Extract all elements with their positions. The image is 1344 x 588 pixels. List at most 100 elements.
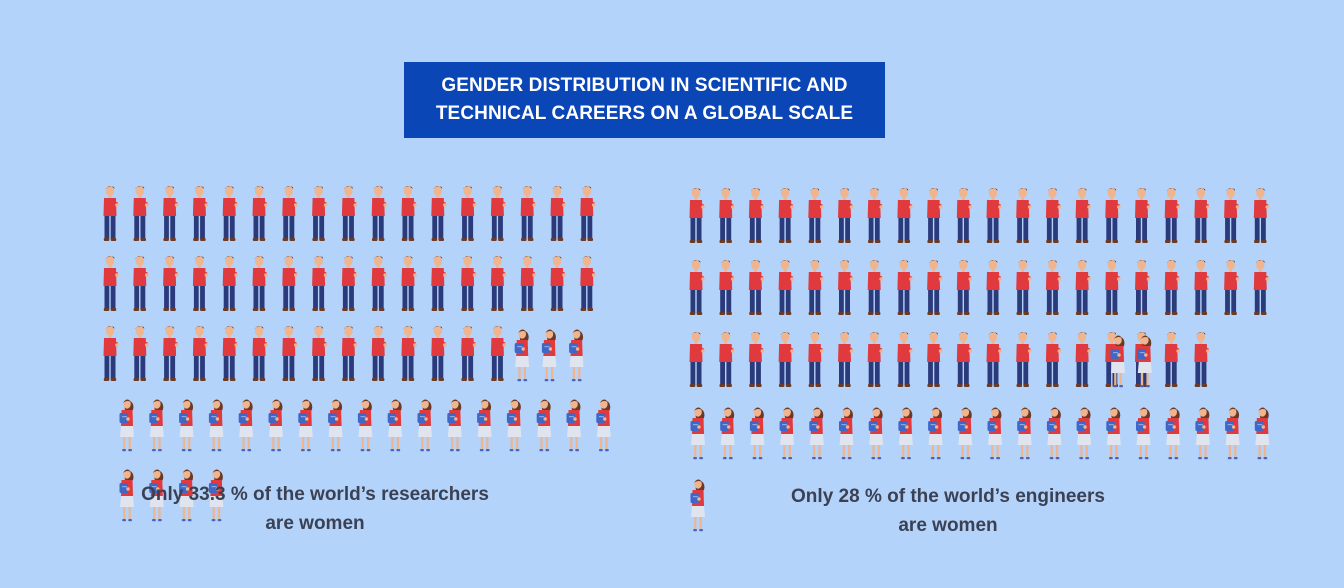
researchers-woman-figure	[596, 399, 611, 452]
engineers-woman-figure	[957, 407, 973, 460]
engineers-man-figure	[808, 260, 824, 315]
engineers-man-figure	[1194, 332, 1210, 387]
researchers-man-figure	[133, 186, 149, 241]
researchers-man-figure	[103, 256, 119, 311]
engineers-woman-figure	[839, 407, 854, 460]
engineers-man-figure	[927, 260, 943, 315]
researchers-woman-figure	[477, 399, 492, 452]
engineers-man-figure	[1253, 188, 1270, 243]
engineers-man-figure	[1016, 188, 1032, 243]
researchers-man-figure	[252, 186, 268, 241]
engineers-man-figure	[927, 332, 943, 387]
engineers-man-figure	[1194, 188, 1210, 243]
engineers-woman-figure	[1046, 407, 1062, 460]
engineers-woman-figure	[720, 407, 735, 460]
researchers-woman-figure	[447, 399, 462, 452]
researchers-man-figure	[163, 326, 179, 381]
researchers-man-figure	[461, 326, 477, 381]
researchers-woman-figure	[387, 399, 403, 452]
engineers-man-figure	[956, 332, 973, 387]
engineers-woman-figure	[1195, 407, 1210, 460]
researchers-man-figure	[520, 256, 536, 311]
researchers-man-figure	[163, 186, 179, 241]
engineers-woman-figure	[690, 407, 705, 460]
researchers-woman-figure	[238, 399, 254, 452]
researchers-man-figure	[282, 326, 298, 381]
researchers-woman-figure	[569, 329, 584, 382]
engineers-man-figure	[1135, 260, 1151, 315]
researchers-caption-line-1: Only 33.3 % of the world’s researchers	[141, 484, 489, 505]
engineers-caption-line-1: Only 28 % of the world’s engineers	[791, 486, 1105, 507]
researchers-man-figure	[431, 256, 447, 311]
researchers-man-figure	[103, 326, 119, 381]
engineers-man-figure	[1045, 332, 1062, 387]
chart-title-line-1: GENDER DISTRIBUTION IN SCIENTIFIC AND	[441, 75, 848, 96]
researchers-woman-figure	[417, 399, 432, 452]
chart-title: GENDER DISTRIBUTION IN SCIENTIFIC AND TE…	[404, 62, 885, 138]
engineers-woman-figure	[987, 407, 1002, 460]
engineers-woman-figure	[1136, 407, 1151, 460]
engineers-man-figure	[808, 332, 824, 387]
engineers-woman-figure	[868, 407, 884, 460]
researchers-woman-figure	[536, 399, 552, 452]
engineers-man-figure	[838, 332, 854, 387]
researchers-man-figure	[341, 256, 358, 311]
researchers-woman-figure	[566, 399, 581, 452]
researchers-man-figure	[490, 186, 507, 241]
engineers-man-figure	[689, 260, 705, 315]
researchers-man-figure	[371, 186, 388, 241]
researchers-woman-figure	[149, 469, 164, 522]
researchers-man-figure	[312, 256, 328, 311]
engineers-man-figure	[1224, 260, 1240, 315]
researchers-man-figure	[371, 326, 388, 381]
engineers-man-figure	[838, 260, 854, 315]
researchers-woman-figure	[119, 469, 134, 522]
engineers-man-figure	[1224, 188, 1240, 243]
engineers-man-figure	[1105, 260, 1121, 315]
researchers-man-figure	[341, 326, 358, 381]
researchers-man-figure	[312, 326, 328, 381]
researchers-man-figure	[192, 256, 209, 311]
researchers-woman-figure	[541, 329, 557, 382]
engineers-man-figure	[956, 188, 973, 243]
engineers-man-figure	[956, 260, 973, 315]
researchers-man-figure	[222, 186, 238, 241]
engineers-man-figure	[748, 332, 765, 387]
engineers-man-figure	[897, 260, 913, 315]
researchers-man-figure	[490, 326, 507, 381]
researchers-man-figure	[133, 326, 149, 381]
engineers-man-figure	[778, 332, 794, 387]
engineers-woman-figure	[809, 407, 824, 460]
engineers-man-figure	[1164, 332, 1180, 387]
researchers-man-figure	[222, 256, 238, 311]
engineers-man-figure	[1164, 260, 1180, 315]
researchers-woman-figure	[357, 399, 373, 452]
researchers-man-figure	[431, 326, 447, 381]
engineers-caption-line-2: are women	[898, 515, 998, 536]
engineers-man-figure	[808, 188, 824, 243]
researchers-woman-figure	[149, 399, 164, 452]
engineers-man-figure	[689, 188, 705, 243]
engineers-woman-figure	[1165, 407, 1181, 460]
researchers-woman-figure	[298, 399, 313, 452]
researchers-man-figure	[222, 326, 238, 381]
chart-title-line-2: TECHNICAL CAREERS ON A GLOBAL SCALE	[435, 103, 854, 124]
researchers-man-figure	[341, 186, 358, 241]
researchers-man-figure	[282, 256, 298, 311]
researchers-woman-figure	[208, 469, 224, 522]
engineers-woman-figure	[1017, 407, 1032, 460]
researchers-man-figure	[133, 256, 149, 311]
engineers-man-figure	[1045, 188, 1062, 243]
engineers-woman-figure	[749, 407, 765, 460]
researchers-man-figure	[371, 256, 388, 311]
researchers-man-figure	[431, 186, 447, 241]
engineers-man-figure	[1194, 260, 1210, 315]
engineers-man-figure	[867, 188, 883, 243]
engineers-man-figure	[867, 260, 883, 315]
engineers-man-figure	[867, 332, 883, 387]
researchers-man-figure	[580, 186, 596, 241]
engineers-woman-figure	[1110, 335, 1125, 388]
engineers-man-figure	[1105, 188, 1121, 243]
engineers-man-figure	[897, 332, 913, 387]
